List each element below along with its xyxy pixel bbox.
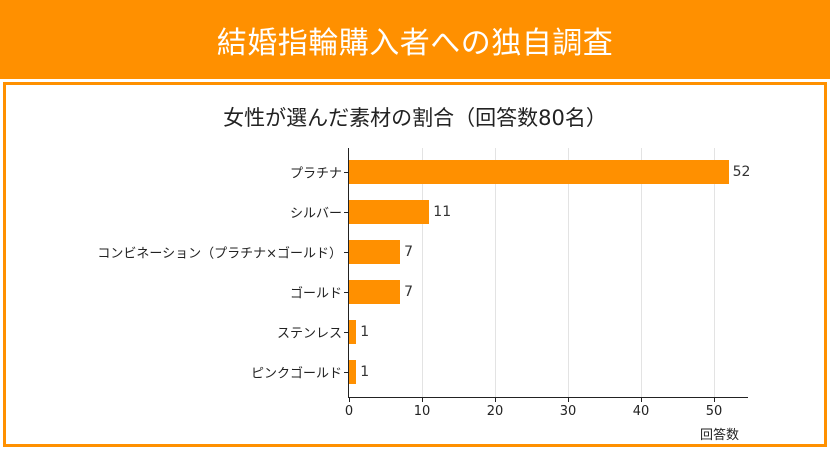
x-tick-label: 30 — [559, 404, 577, 419]
y-tick — [344, 252, 348, 253]
y-category-label: ゴールド — [289, 286, 342, 302]
x-tick — [568, 398, 569, 402]
x-axis-line — [348, 397, 748, 398]
gridline — [714, 148, 715, 398]
bar-value-label: 1 — [360, 364, 370, 380]
y-tick — [344, 172, 348, 173]
x-tick-label: 50 — [705, 404, 723, 419]
y-tick — [344, 292, 348, 293]
x-tick-label: 20 — [486, 404, 504, 419]
x-axis-label: 回答数 — [700, 428, 740, 443]
x-tick-label: 0 — [344, 404, 354, 419]
bar — [349, 360, 357, 384]
x-tick — [349, 398, 350, 402]
bar — [349, 200, 430, 224]
x-tick-label: 40 — [632, 404, 650, 419]
y-category-label: シルバー — [289, 206, 342, 222]
gridline — [422, 148, 423, 398]
y-category-label: プラチナ — [289, 166, 342, 182]
page-header: 結婚指輪購入者への独自調査 — [0, 0, 830, 79]
gridline — [568, 148, 569, 398]
x-tick — [495, 398, 496, 402]
y-category-label: コンビネーション（プラチナ×ゴールド） — [97, 246, 342, 262]
y-category-label: ピンクゴールド — [250, 366, 342, 382]
x-tick-label: 10 — [413, 404, 431, 419]
bar — [349, 320, 357, 344]
x-tick — [714, 398, 715, 402]
chart-panel — [3, 82, 827, 447]
bar — [349, 160, 729, 184]
y-tick — [344, 212, 348, 213]
y-axis-line — [348, 148, 349, 398]
bar-value-label: 11 — [433, 204, 452, 220]
bar-value-label: 7 — [404, 244, 414, 260]
bar — [349, 280, 401, 304]
page-title: 結婚指輪購入者への独自調査 — [216, 25, 614, 61]
bar-value-label: 7 — [404, 284, 414, 300]
bar — [349, 240, 401, 264]
gridline — [495, 148, 496, 398]
bar-value-label: 52 — [732, 164, 751, 180]
x-tick — [641, 398, 642, 402]
gridline — [641, 148, 642, 398]
y-category-label: ステンレス — [276, 326, 342, 342]
y-tick — [344, 332, 348, 333]
y-tick — [344, 372, 348, 373]
chart-title: 女性が選んだ素材の割合（回答数80名） — [223, 106, 607, 130]
x-tick — [422, 398, 423, 402]
bar-value-label: 1 — [360, 324, 370, 340]
